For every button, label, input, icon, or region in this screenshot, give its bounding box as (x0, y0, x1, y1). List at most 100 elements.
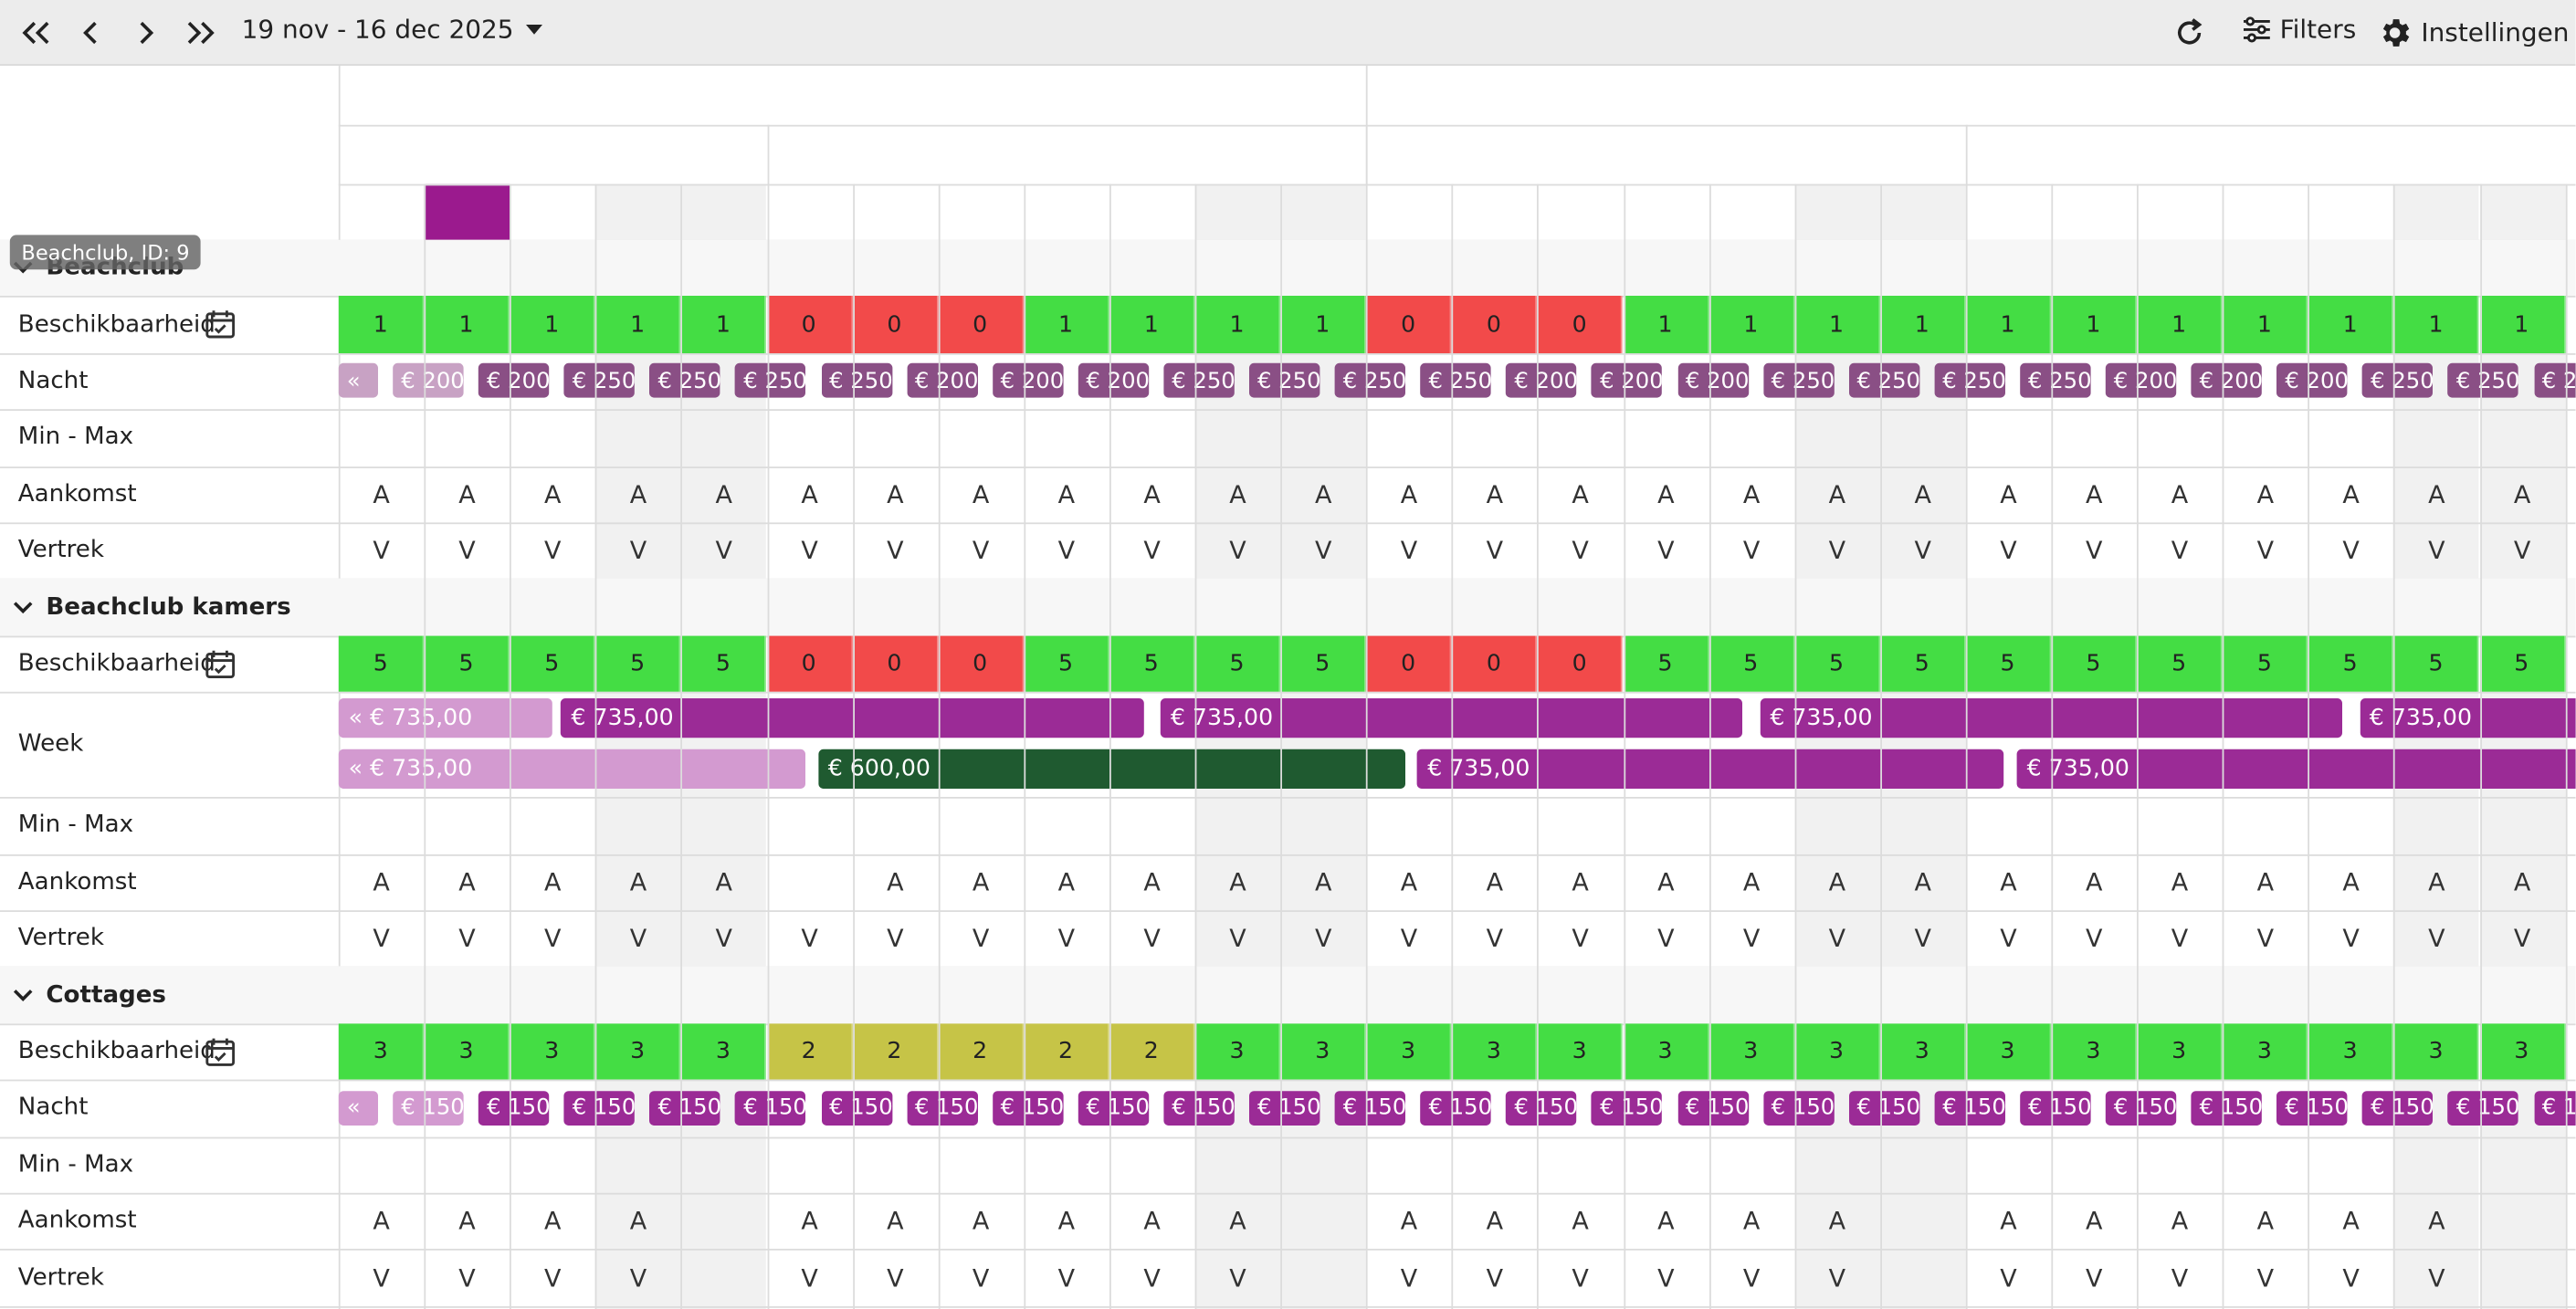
availability-cell[interactable]: 5 (1280, 635, 1367, 693)
arrival-cell[interactable]: A (1657, 867, 1675, 897)
next-icon[interactable] (128, 8, 164, 58)
minmax-cell[interactable] (938, 1136, 1024, 1193)
minmax-cell[interactable] (1966, 797, 2052, 853)
minmax-cell[interactable] (1966, 1136, 2052, 1193)
minmax-cell[interactable] (1709, 1136, 1794, 1193)
departure-cell[interactable]: V (715, 536, 733, 566)
arrival-cell[interactable]: A (1229, 1206, 1246, 1236)
arrival-cell[interactable]: A (801, 479, 818, 509)
departure-cell[interactable]: V (1742, 1262, 1761, 1293)
night-price-chip[interactable]: € 150, (1762, 1090, 1835, 1126)
arrival-cell[interactable]: A (2000, 479, 2017, 509)
departure-cell[interactable]: V (1057, 1262, 1076, 1293)
arrival-cell[interactable] (1880, 1193, 1966, 1250)
night-price-chip[interactable]: € 150, (735, 1090, 806, 1126)
minmax-cell[interactable] (2051, 410, 2137, 466)
departure-cell[interactable]: V (373, 536, 390, 566)
departure-cell[interactable] (2479, 1250, 2565, 1306)
availability-cell[interactable]: 3 (595, 1023, 681, 1080)
arrival-cell[interactable]: A (373, 867, 390, 897)
arrival-cell[interactable]: A (887, 1206, 904, 1236)
night-price-chip[interactable]: € 200, (478, 363, 550, 399)
availability-cell[interactable]: 5 (424, 635, 510, 693)
arrival-cell[interactable]: A (1143, 867, 1161, 897)
arrival-cell[interactable]: A (1828, 479, 1846, 509)
availability-cell[interactable]: 3 (2308, 1023, 2394, 1080)
arrival-cell[interactable]: A (1914, 867, 1931, 897)
night-price-chip[interactable]: € 150, (2276, 1090, 2348, 1126)
minmax-cell[interactable] (1366, 410, 1452, 466)
availability-cell[interactable]: 5 (1623, 635, 1709, 693)
minmax-cell[interactable] (1195, 1136, 1281, 1193)
day-header[interactable] (2051, 184, 2137, 240)
minmax-cell[interactable] (2308, 797, 2394, 853)
departure-cell[interactable]: V (629, 1262, 647, 1293)
availability-cell[interactable]: 0 (938, 296, 1025, 353)
arrival-cell[interactable]: A (373, 479, 390, 509)
departure-cell[interactable]: V (629, 923, 647, 954)
availability-cell[interactable]: 5 (680, 635, 767, 693)
departure-cell[interactable]: V (2342, 1262, 2360, 1293)
arrival-cell[interactable]: A (2513, 479, 2531, 509)
minmax-cell[interactable] (1024, 797, 1109, 853)
minmax-cell[interactable] (2051, 1136, 2137, 1193)
minmax-cell[interactable] (1966, 410, 2052, 466)
minmax-cell[interactable] (1794, 1136, 1880, 1193)
minmax-cell[interactable] (339, 797, 425, 853)
departure-cell[interactable]: V (2086, 536, 2103, 566)
departure-cell[interactable] (1880, 1250, 1966, 1306)
week-price-bar[interactable]: € 735,00 (2359, 698, 2576, 738)
availability-cell[interactable]: 1 (1024, 296, 1109, 353)
availability-cell[interactable]: 0 (766, 635, 853, 693)
availability-cell[interactable]: 1 (1794, 296, 1880, 353)
departure-cell[interactable]: V (1143, 1262, 1161, 1293)
availability-cell[interactable]: 3 (2222, 1023, 2308, 1080)
departure-cell[interactable]: V (1572, 1262, 1589, 1293)
availability-cell[interactable]: 1 (1623, 296, 1709, 353)
availability-cell[interactable]: 0 (766, 296, 853, 353)
availability-cell[interactable]: 5 (1194, 635, 1281, 693)
arrival-cell[interactable]: A (2086, 1206, 2103, 1236)
departure-cell[interactable]: V (1828, 923, 1846, 954)
day-header[interactable] (2394, 184, 2480, 240)
minmax-cell[interactable] (1624, 797, 1709, 853)
night-price-chip[interactable]: € 150, (906, 1090, 978, 1126)
availability-cell[interactable]: 2 (852, 1023, 939, 1080)
departure-cell[interactable]: V (2256, 923, 2275, 954)
night-price-chip[interactable]: € 150, (1934, 1090, 2005, 1126)
filters-button[interactable]: Filters (2242, 15, 2356, 45)
night-price-chip[interactable]: € 150, (478, 1090, 550, 1126)
day-header[interactable] (2223, 184, 2308, 240)
arrival-cell[interactable] (767, 853, 853, 910)
departure-cell[interactable]: V (2256, 536, 2275, 566)
availability-cell[interactable]: 3 (510, 1023, 596, 1080)
availability-cell[interactable]: 0 (852, 296, 939, 353)
minmax-cell[interactable] (1452, 797, 1538, 853)
departure-cell[interactable]: V (2513, 536, 2531, 566)
minmax-cell[interactable] (1880, 1136, 1966, 1193)
scroll-back-chip[interactable]: « (338, 363, 378, 399)
night-price-chip[interactable]: € 150, (1592, 1090, 1663, 1126)
night-price-chip[interactable]: € 150, (821, 1090, 892, 1126)
arrival-cell[interactable]: A (887, 479, 904, 509)
arrival-cell[interactable] (681, 1193, 767, 1250)
departure-cell[interactable]: V (1486, 536, 1504, 566)
availability-cell[interactable]: 1 (680, 296, 767, 353)
departure-cell[interactable]: V (1828, 536, 1846, 566)
minmax-cell[interactable] (1366, 1136, 1452, 1193)
departure-cell[interactable]: V (458, 1262, 476, 1293)
departure-cell[interactable]: V (373, 1262, 390, 1293)
departure-cell[interactable]: V (801, 923, 818, 954)
availability-cell[interactable]: 5 (2479, 635, 2566, 693)
departure-cell[interactable]: V (2256, 1262, 2275, 1293)
arrival-cell[interactable]: A (1914, 479, 1931, 509)
night-price-chip[interactable]: € 250, (563, 363, 636, 399)
availability-cell[interactable]: 3 (338, 1023, 425, 1080)
departure-cell[interactable]: V (972, 536, 990, 566)
day-header[interactable] (2479, 184, 2565, 240)
arrival-cell[interactable]: A (1486, 1206, 1504, 1236)
night-price-chip[interactable]: € 150, (649, 1090, 720, 1126)
arrival-cell[interactable]: A (2000, 867, 2017, 897)
night-price-chip[interactable]: € 150, (992, 1090, 1064, 1126)
minmax-cell[interactable] (2223, 1136, 2308, 1193)
